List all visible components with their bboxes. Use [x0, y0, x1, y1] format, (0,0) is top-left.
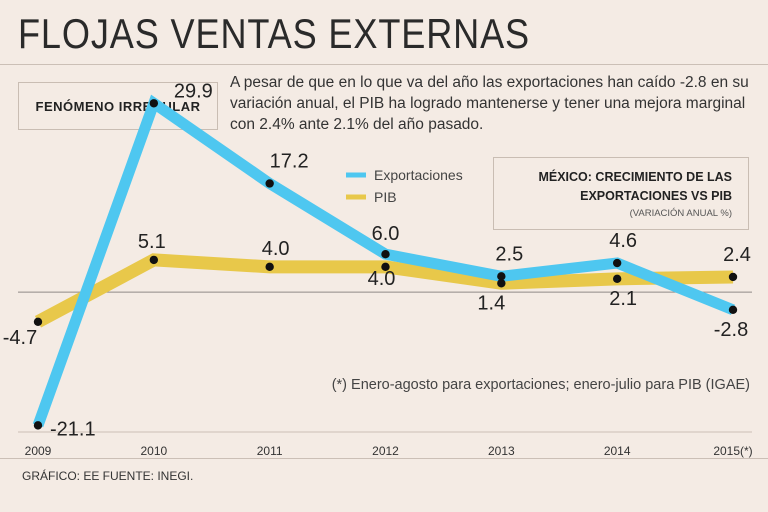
data-label-pib: 4.0: [262, 238, 290, 260]
point-exportaciones: [728, 305, 738, 314]
legend-label: Exportaciones: [374, 167, 463, 183]
x-tick-label: 2010: [140, 444, 167, 458]
intro-text: A pesar de que en lo que va del año las …: [230, 74, 749, 133]
point-pib: [381, 262, 390, 272]
footnote: (*) Enero-agosto para exportaciones; ene…: [331, 377, 750, 393]
point-pib: [265, 262, 274, 272]
point-exportaciones: [265, 179, 274, 188]
x-tick-label: 2013: [488, 444, 515, 458]
data-label-pib: 1.4: [477, 292, 505, 314]
x-tick-label: 2011: [257, 444, 283, 458]
x-tick-label: 2009: [25, 444, 52, 458]
point-pib: [728, 272, 738, 282]
footer-divider: [0, 458, 768, 459]
point-exportaciones: [612, 258, 622, 268]
data-label-pib: 4.0: [368, 268, 396, 290]
data-label-exportaciones: 2.5: [495, 243, 523, 265]
legend-label: PIB: [374, 189, 397, 205]
point-pib: [497, 279, 506, 288]
data-label-exportaciones: 17.2: [270, 150, 309, 172]
point-exportaciones: [149, 99, 159, 108]
source-credit: GRÁFICO: EE FUENTE: INEGI.: [22, 469, 194, 483]
point-exportaciones: [33, 421, 43, 430]
point-exportaciones: [381, 250, 390, 259]
point-pib: [33, 317, 43, 326]
data-label-exportaciones: 4.6: [609, 230, 637, 252]
chart-title: MÉXICO: CRECIMIENTO DE LAS EXPORTACIONES…: [538, 170, 732, 203]
data-label-exportaciones: 29.9: [174, 80, 213, 102]
chart-subtitle: (VARIACIÓN ANUAL %): [629, 208, 732, 219]
data-label-pib: 5.1: [138, 231, 166, 253]
point-pib: [612, 274, 622, 284]
data-label-pib: 2.4: [723, 244, 751, 266]
data-label-exportaciones: -21.1: [50, 418, 96, 440]
page-title: FLOJAS VENTAS EXTERNAS: [18, 10, 531, 57]
point-exportaciones: [497, 272, 506, 281]
point-pib: [149, 255, 159, 265]
data-label-exportaciones: 6.0: [372, 223, 400, 245]
x-tick-label: 2015(*): [713, 444, 752, 458]
x-tick-label: 2012: [372, 444, 399, 458]
x-tick-label: 2014: [604, 444, 631, 458]
data-label-pib: 2.1: [609, 288, 637, 310]
chart-title-box: MÉXICO: CRECIMIENTO DE LAS EXPORTACIONES…: [493, 157, 749, 230]
data-label-exportaciones: -2.8: [714, 319, 748, 341]
title-divider: [0, 64, 768, 65]
data-label-pib: -4.7: [3, 327, 37, 349]
